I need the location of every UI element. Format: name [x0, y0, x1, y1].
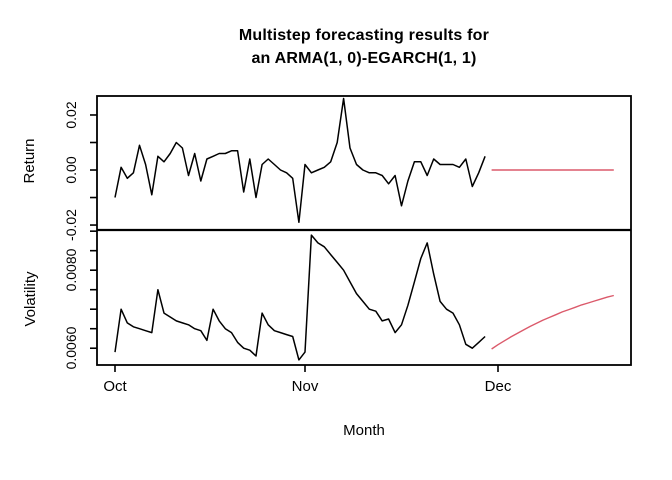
y-tick-label-0-0060: 0.0060 — [63, 326, 79, 370]
chart-title-line2: an ARMA(1, 0)-EGARCH(1, 1) — [251, 50, 477, 67]
x-tick-label-oct: Oct — [103, 378, 127, 395]
volatility-observed-line — [114, 234, 486, 361]
y-tick-label-0-0080: 0.0080 — [63, 248, 79, 292]
volatility-forecast-line — [491, 294, 614, 350]
x-tick-label-dec: Dec — [484, 378, 512, 395]
chart-title-line1: Multistep forecasting results for — [238, 27, 490, 44]
y-tick-label-0-00: 0.00 — [63, 156, 79, 184]
return-observed-line — [114, 97, 486, 224]
y-axis-label-return: Return — [21, 138, 38, 184]
x-axis-label-month: Month — [343, 422, 385, 439]
y-axis-label-volatility: Volatility — [22, 271, 39, 327]
x-tick-label-nov: Nov — [291, 378, 319, 395]
y-tick-label-0-02: 0.02 — [63, 101, 79, 129]
